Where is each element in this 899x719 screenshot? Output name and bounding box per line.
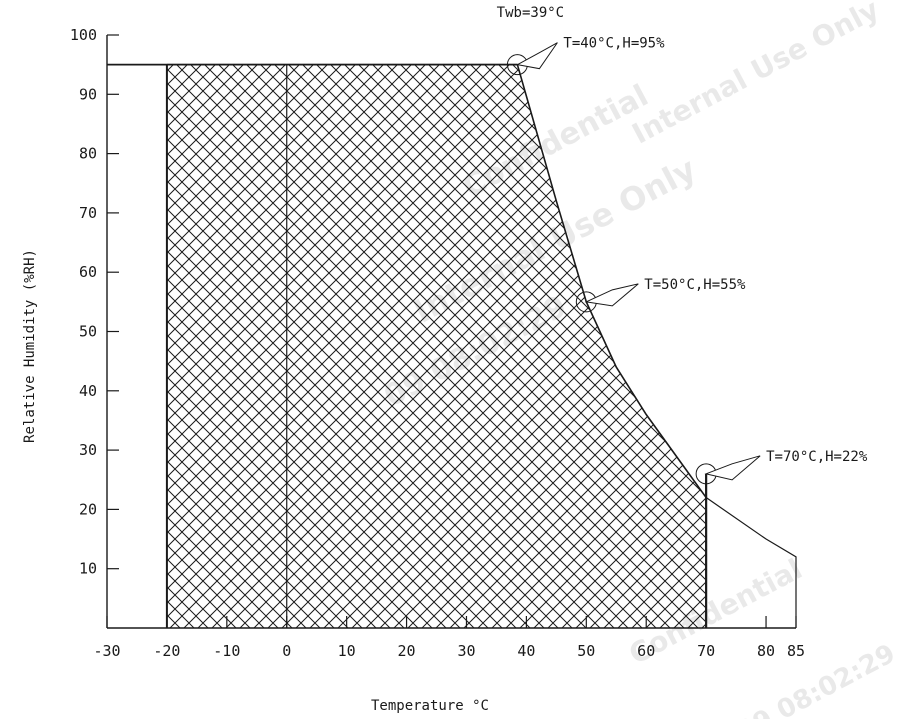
operating-region-hatch [166,64,707,628]
x-tick-label: 80 [757,642,775,660]
y-tick-label: 30 [79,441,97,459]
y-tick-label: 80 [79,145,97,163]
y-tick-label: 40 [79,382,97,400]
callout-label: T=40°C,H=95% [563,36,665,52]
callout-pointer [704,455,761,481]
x-tick-label: 70 [697,642,715,660]
y-tick-label: 10 [79,560,97,578]
boundary-curve [166,63,707,499]
y-tick-label: 90 [79,85,97,103]
callout-pointer [515,42,558,70]
y-tick-label: 70 [79,204,97,222]
x-tick-label: 60 [637,642,655,660]
x-tick-label: -10 [213,642,240,660]
x-axis-label: Temperature °C [371,698,489,714]
y-tick-label: 100 [70,26,97,44]
x-tick-label: 0 [282,642,291,660]
x-tick-label: 10 [338,642,356,660]
x-tick-label: 20 [398,642,416,660]
callout-label: T=50°C,H=55% [644,277,746,293]
x-tick-label: 40 [517,642,535,660]
y-tick-label: 60 [79,263,97,281]
annotations: Twb=39°C T=40°C,H=95% T=50°C,H=55% T=70°C,H… [497,5,868,485]
watermark-text: Internal Use Only [627,0,885,151]
y-axis-label: Relative Humidity (%RH) [22,249,38,443]
twb-annotation: Twb=39°C [497,5,564,21]
x-tick-label: -30 [93,642,120,660]
callout-pointer [584,283,639,307]
x-tick-label: 85 [787,642,805,660]
plot-area [107,63,797,628]
callout-label: T=70°C,H=22% [766,449,868,465]
x-tick-label: -20 [153,642,180,660]
y-tick-label: 50 [79,323,97,341]
y-tick-label: 20 [79,500,97,518]
extension-line [705,497,797,628]
ticks: -30 -20 -10 0 10 20 30 40 50 60 70 80 85 10 20 30 40 50 60… [70,26,805,660]
x-tick-label: 30 [457,642,475,660]
x-tick-label: 50 [577,642,595,660]
